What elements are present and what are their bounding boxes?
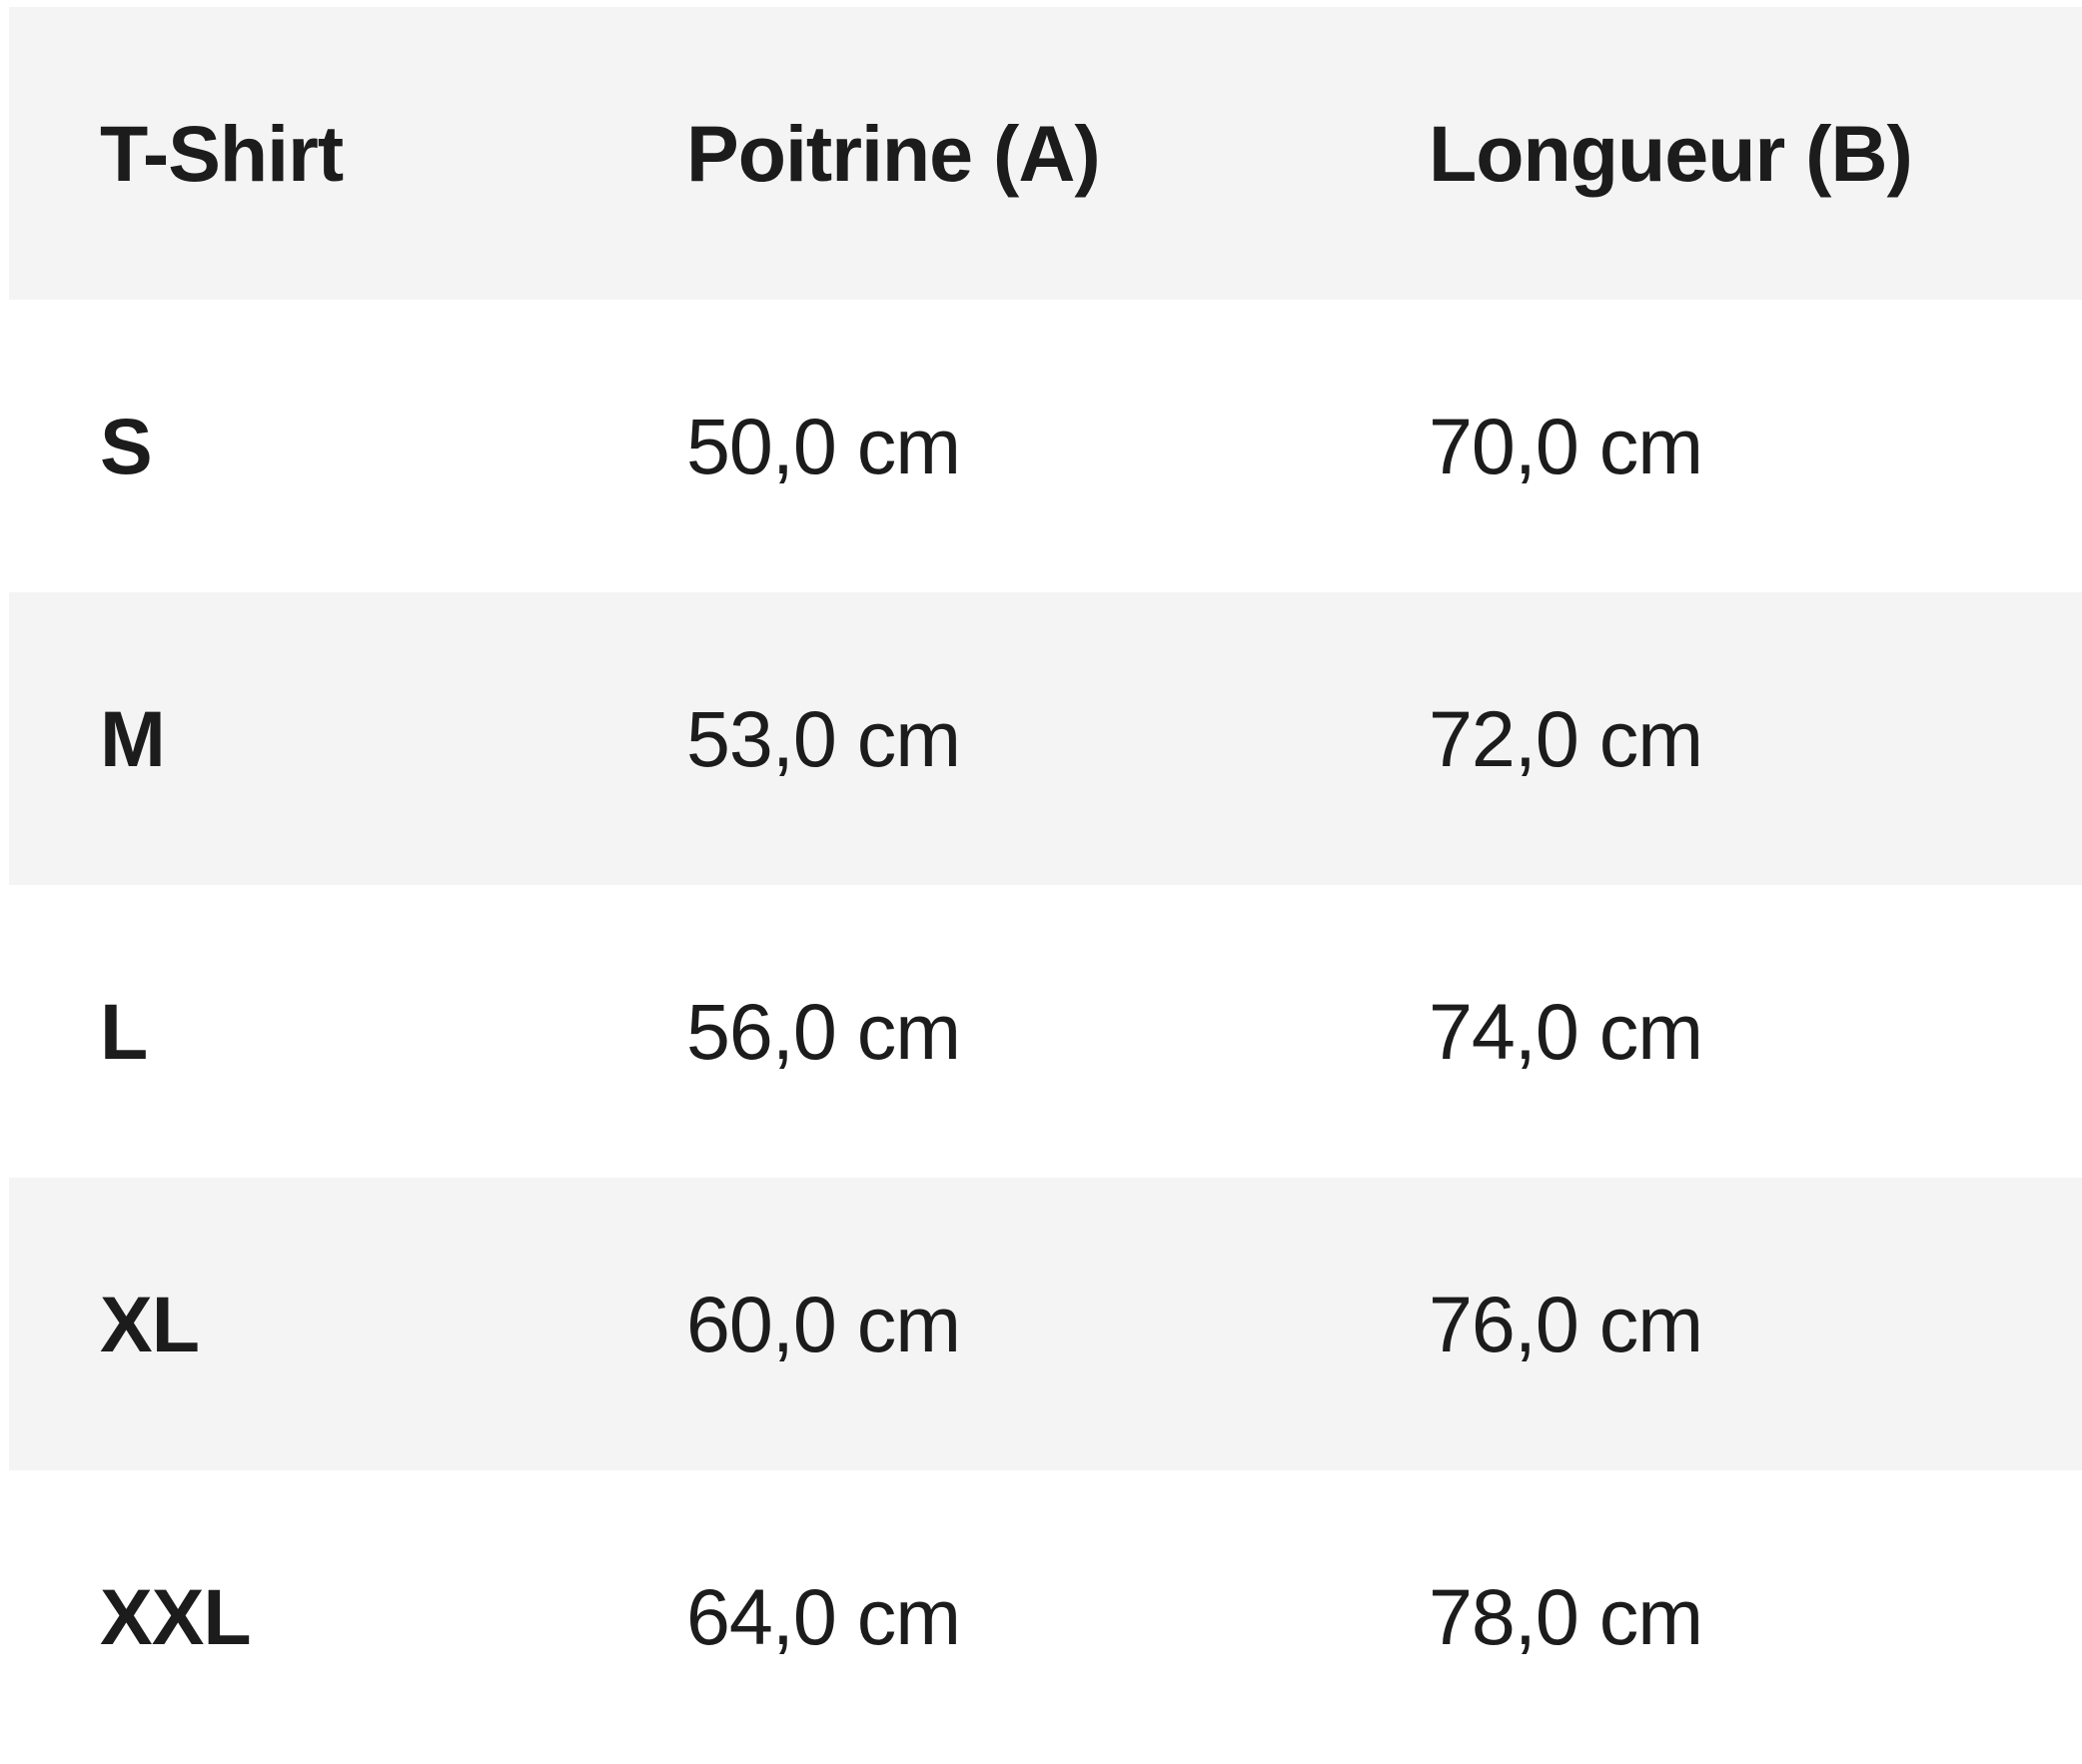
size-label: S — [100, 401, 153, 490]
size-label: M — [100, 693, 166, 783]
table-row: M 53,0 cm 72,0 cm — [9, 592, 2082, 885]
table-row: XL 60,0 cm 76,0 cm — [9, 1178, 2082, 1470]
length-value: 70,0 cm — [1429, 401, 1703, 490]
table-row: S 50,0 cm 70,0 cm — [9, 300, 2082, 592]
chest-value: 60,0 cm — [686, 1279, 961, 1368]
table-header: T-Shirt Poitrine (A) Longueur (B) — [9, 7, 2082, 300]
table-row: L 56,0 cm 74,0 cm — [9, 885, 2082, 1178]
chest-value: 50,0 cm — [686, 401, 961, 490]
size-label: XL — [100, 1279, 200, 1368]
length-value: 72,0 cm — [1429, 693, 1703, 783]
header-size: T-Shirt — [100, 108, 344, 198]
size-label: L — [100, 986, 148, 1076]
table-row: XXL 64,0 cm 78,0 cm — [9, 1470, 2082, 1763]
header-length: Longueur (B) — [1429, 108, 1913, 198]
chest-value: 64,0 cm — [686, 1571, 961, 1661]
size-chart-table: T-Shirt Poitrine (A) Longueur (B) S 50,0… — [9, 7, 2082, 1763]
length-value: 76,0 cm — [1429, 1279, 1703, 1368]
header-chest: Poitrine (A) — [686, 108, 1101, 198]
size-label: XXL — [100, 1571, 252, 1661]
chest-value: 53,0 cm — [686, 693, 961, 783]
length-value: 74,0 cm — [1429, 986, 1703, 1076]
length-value: 78,0 cm — [1429, 1571, 1703, 1661]
chest-value: 56,0 cm — [686, 986, 961, 1076]
